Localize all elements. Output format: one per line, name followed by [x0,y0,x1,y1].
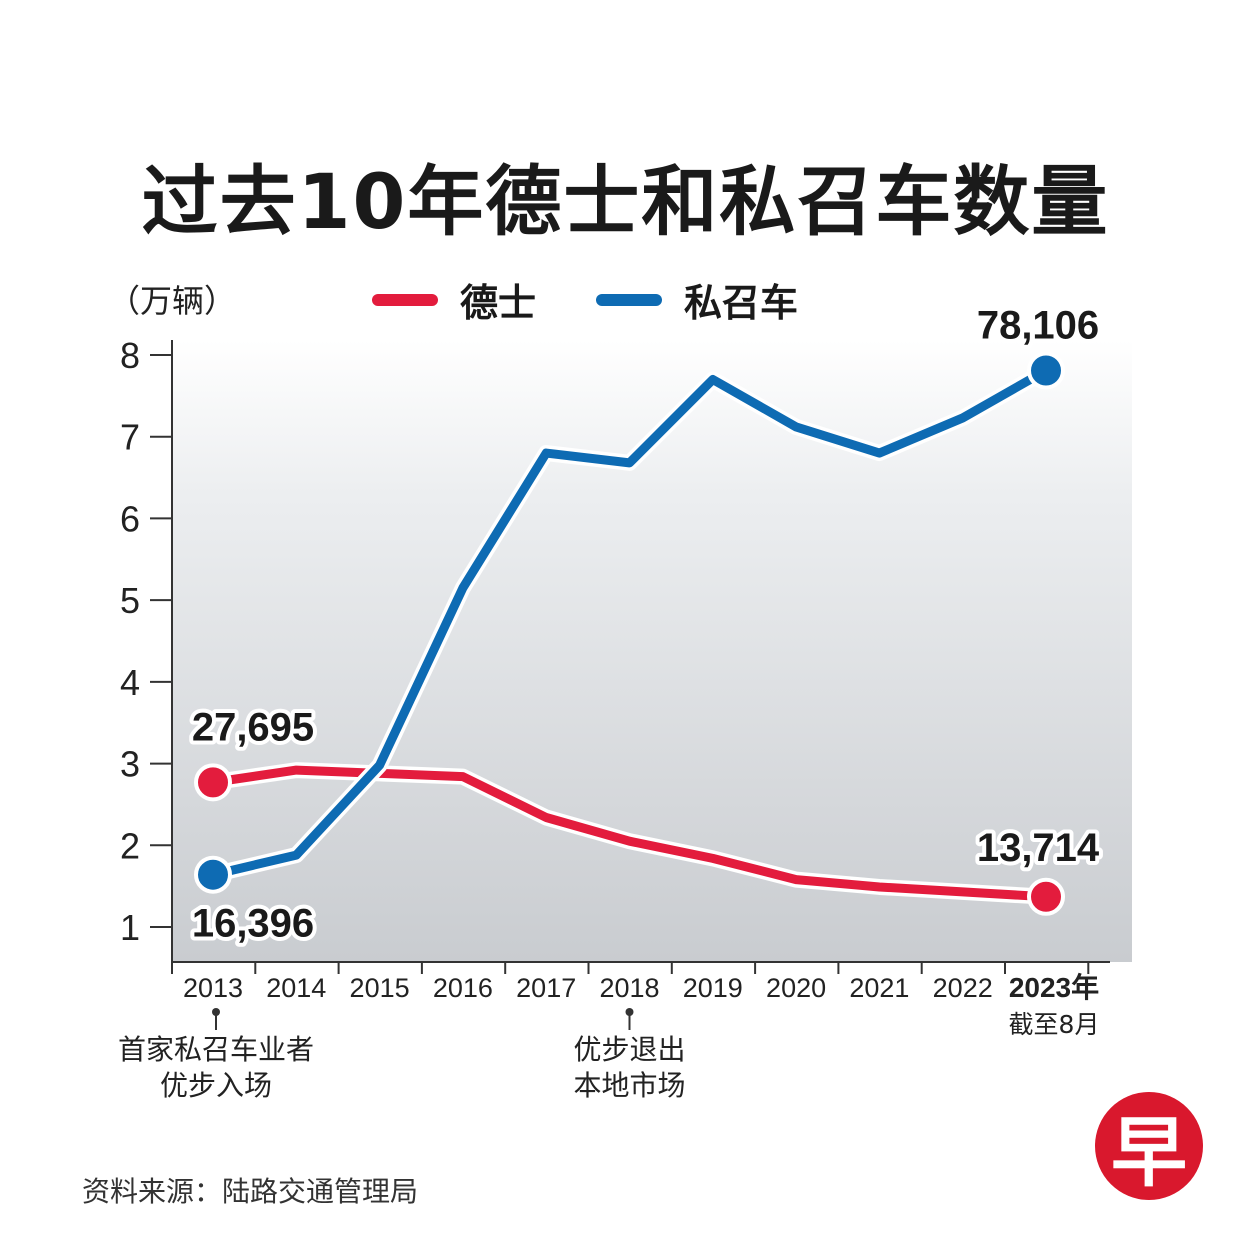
series-0-marker-0 [194,763,232,802]
x-tick-label-1: 2014 [266,973,326,1003]
x-tick-label-3: 2016 [433,973,493,1003]
data-label-0: 27,695 [192,705,314,749]
x-tick-label-7: 2020 [766,973,826,1003]
logo-char: 早 [1111,1108,1187,1197]
series-line-1 [208,366,1051,880]
series-line-0 [208,765,1051,902]
x-tick-label-10: 2023年 [1009,971,1099,1003]
x-tick-label-6: 2019 [683,973,743,1003]
legend-swatch-private-hire [596,293,662,306]
data-label-halo-0: 27,695 [192,705,314,749]
y-tick-label-3: 3 [120,744,140,785]
legend-item-private-hire: 私召车 [596,272,798,327]
y-tick-label-7: 7 [120,417,140,458]
series-0-marker-10 [1027,877,1065,916]
y-tick-label-1: 1 [120,907,140,948]
data-label-2: 78,106 [977,304,1099,348]
annotation-0-line-1: 优步入场 [160,1069,272,1102]
data-label-halo-3: 13,714 [977,826,1100,870]
data-label-halo-2: 78,106 [977,304,1099,348]
y-tick-label-2: 2 [120,825,140,866]
x-tick-label-8: 2021 [849,973,909,1003]
legend-item-taxi: 德士 [372,272,536,327]
data-label-1: 16,396 [192,902,314,946]
y-tick-label-5: 5 [120,580,140,621]
y-tick-label-8: 8 [120,335,140,376]
x-tick-label-2: 2015 [350,973,410,1003]
series-1-marker-10 [1027,351,1065,390]
legend-label-private-hire: 私召车 [684,281,799,325]
data-label-halo-1: 16,396 [192,902,314,946]
x-tick-label-0: 2013 [183,973,243,1003]
brand-logo: 早 [1095,1092,1203,1200]
y-tick-label-4: 4 [120,662,140,703]
data-label-3: 13,714 [977,826,1100,870]
annotation-1-line-1: 本地市场 [573,1069,685,1102]
y-tick-label-6: 6 [120,498,140,539]
annotation-0-line-0: 首家私召车业者 [118,1033,314,1066]
legend-swatch-taxi [372,293,438,306]
annotation-1-line-0: 优步退出 [573,1033,685,1066]
x-tick-label-5: 2018 [599,973,659,1003]
x-tick-label-9: 2022 [933,973,993,1003]
page-title: 过去10年德士和私召车数量 [141,157,1110,246]
series-1-marker-0 [194,855,232,894]
source-note: 资料来源：陆路交通管理局 [82,1175,419,1208]
legend-label-taxi: 德士 [460,281,537,325]
x-tick-sublabel-10: 截至8月 [1009,1010,1100,1039]
x-tick-label-4: 2017 [516,973,576,1003]
y-axis-unit-label: （万辆） [108,282,237,320]
